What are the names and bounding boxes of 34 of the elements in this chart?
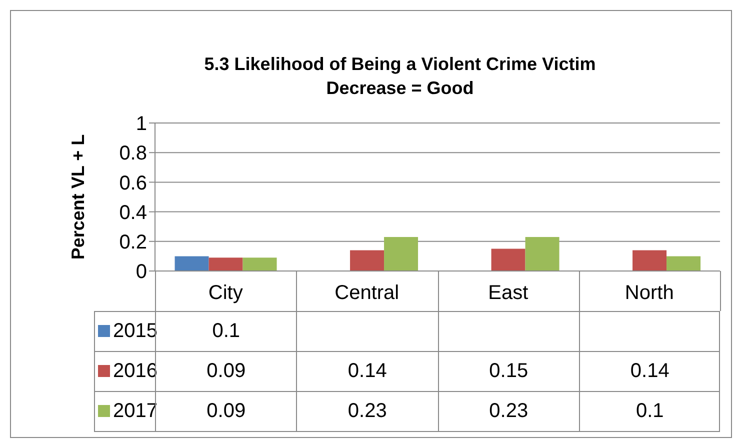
legend-label: 2016 — [113, 360, 158, 382]
data-label: 0.15 — [438, 351, 579, 391]
x-tick-label: East — [488, 282, 529, 304]
bar — [350, 250, 384, 271]
y-tick-label: 0.4 — [119, 202, 147, 224]
data-label: 0.23 — [438, 391, 579, 431]
bar — [242, 258, 277, 271]
x-tick-label: Central — [334, 282, 400, 304]
bar — [525, 236, 560, 271]
y-tick-label: 0.8 — [119, 142, 147, 165]
bar — [384, 236, 418, 271]
data-label: 0.14 — [578, 351, 720, 391]
x-tick-label: North — [624, 282, 674, 304]
y-tick-label: 0 — [136, 261, 147, 284]
data-label: 0.23 — [296, 391, 438, 431]
y-tick-label: 0.2 — [119, 232, 147, 254]
legend-label: 2015 — [113, 320, 158, 342]
chart-subtitle: Decrease = Good — [325, 77, 475, 100]
bar — [666, 256, 701, 271]
y-axis-title: Percent VL + L — [67, 133, 89, 262]
legend-label: 2017 — [113, 400, 158, 422]
data-label: 0.1 — [578, 391, 720, 431]
bar — [174, 256, 209, 271]
data-label: 0.09 — [206, 400, 246, 422]
y-tick-label: 0.6 — [119, 172, 147, 194]
data-label: 0.09 — [206, 360, 246, 382]
chart-title: 5.3 Likelihood of Being a Violent Crime Victim — [203, 53, 597, 76]
x-tick-label: City — [208, 282, 243, 304]
bar — [208, 258, 243, 271]
bar — [632, 250, 667, 271]
data-label: 0.14 — [296, 351, 438, 391]
bar — [491, 248, 526, 271]
y-tick-label: 1 — [136, 113, 147, 136]
data-label: 0.1 — [212, 320, 240, 342]
